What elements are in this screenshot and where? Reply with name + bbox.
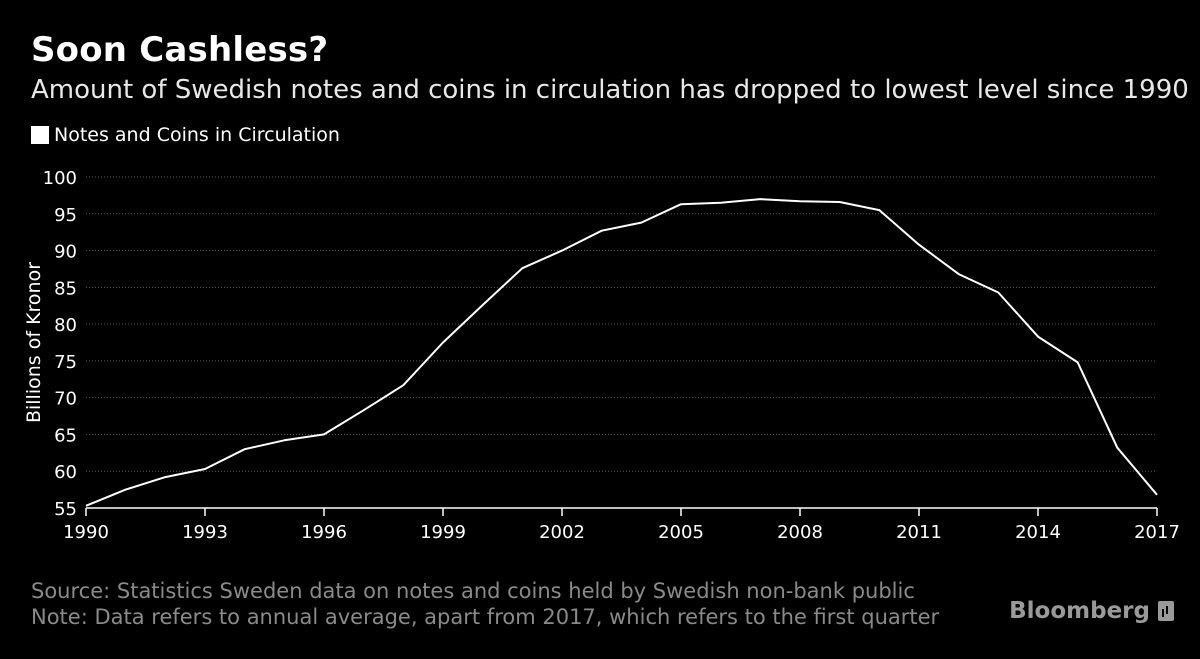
y-tick-label-55: 55	[54, 499, 77, 520]
y-tick-label-60: 60	[54, 462, 77, 483]
x-tick-label-2014: 2014	[1015, 522, 1061, 543]
grid-lines	[86, 176, 1157, 472]
y-axis-label: Billions of Kronor	[23, 262, 45, 423]
y-tick-label-85: 85	[54, 278, 77, 299]
x-tick-marks	[85, 508, 1158, 516]
x-tick-label-1999: 1999	[420, 522, 466, 543]
chart-title: Soon Cashless?	[31, 30, 329, 70]
x-tick-label-1996: 1996	[301, 522, 347, 543]
footer-notes: Source: Statistics Sweden data on notes …	[31, 578, 939, 630]
x-tick-label-2017: 2017	[1134, 522, 1180, 543]
x-tick-label-2005: 2005	[658, 522, 704, 543]
bloomberg-logo: Bloomberg	[1009, 598, 1174, 624]
y-tick-label-75: 75	[54, 352, 77, 373]
x-tick-labels: 1990 1993 1996 1999 2002 2005 2008 2011 2014 2017	[63, 522, 1180, 543]
y-tick-labels: 55 60 65 70 75 80 85 90 95 100	[43, 168, 77, 520]
y-tick-label-90: 90	[54, 242, 77, 263]
legend-swatch	[31, 126, 49, 144]
source-note: Source: Statistics Sweden data on notes …	[31, 579, 915, 603]
bloomberg-chart-icon	[1158, 601, 1174, 621]
x-tick-label-2008: 2008	[777, 522, 823, 543]
logo-text: Bloomberg	[1009, 598, 1150, 624]
x-tick-label-1993: 1993	[182, 522, 228, 543]
line-chart: 55 60 65 70 75 80 85 90 95 100 1990 1993 1996 1999 20…	[23, 168, 1180, 543]
series-line-notes-and-coins	[85, 198, 1158, 507]
y-tick-label-95: 95	[54, 205, 77, 226]
chart-legend: Notes and Coins in Circulation	[31, 124, 340, 146]
x-tick-label-2011: 2011	[896, 522, 942, 543]
y-tick-label-70: 70	[54, 389, 77, 410]
chart-subtitle: Amount of Swedish notes and coins in cir…	[31, 75, 1189, 105]
legend-label: Notes and Coins in Circulation	[54, 124, 340, 146]
y-tick-label-100: 100	[43, 168, 77, 189]
data-note: Note: Data refers to annual average, apa…	[31, 605, 940, 629]
y-tick-label-80: 80	[54, 315, 77, 336]
x-tick-label-1990: 1990	[63, 522, 109, 543]
y-tick-label-65: 65	[54, 425, 77, 446]
x-tick-label-2002: 2002	[539, 522, 585, 543]
